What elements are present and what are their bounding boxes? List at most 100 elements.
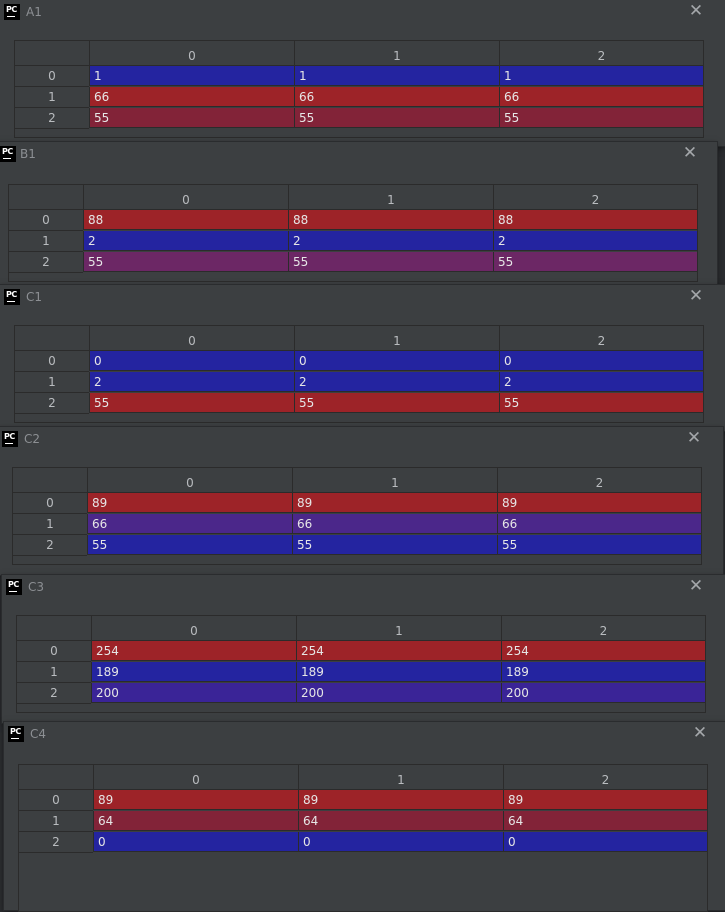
table-cell[interactable]: 89 — [298, 790, 503, 810]
column-header[interactable]: 1 — [294, 41, 499, 65]
table-cell[interactable]: 189 — [296, 662, 501, 682]
table-cell[interactable]: 55 — [294, 108, 499, 128]
row-index[interactable]: 0 — [13, 493, 87, 514]
row-index[interactable]: 1 — [17, 662, 91, 683]
table-cell[interactable]: 2 — [499, 372, 703, 392]
title-bar[interactable]: PC C2 ✕ — [0, 427, 723, 455]
table-cell[interactable]: 0 — [298, 832, 503, 852]
table-cell[interactable]: 0 — [499, 351, 703, 371]
table-cell[interactable]: 66 — [499, 87, 703, 107]
table-cell[interactable]: 88 — [288, 210, 493, 230]
title-bar[interactable]: PC C4 ✕ — [4, 722, 725, 750]
title-bar[interactable]: PC C1 ✕ — [0, 285, 725, 313]
row-index[interactable]: 1 — [13, 514, 87, 535]
table-cell[interactable]: 55 — [294, 393, 499, 413]
column-header[interactable]: 1 — [288, 185, 493, 209]
column-header[interactable]: 0 — [89, 326, 294, 350]
table-cell[interactable]: 88 — [83, 210, 288, 230]
column-header[interactable]: 1 — [292, 468, 497, 492]
close-icon[interactable]: ✕ — [688, 286, 704, 306]
column-header[interactable]: 2 — [501, 616, 705, 640]
table-cell[interactable]: 254 — [91, 641, 296, 661]
table-cell[interactable]: 1 — [89, 66, 294, 86]
table-cell[interactable]: 89 — [292, 493, 497, 513]
table-cell[interactable]: 55 — [83, 252, 288, 272]
table-cell[interactable]: 89 — [87, 493, 292, 513]
row-index[interactable]: 0 — [17, 641, 91, 662]
row-index[interactable]: 0 — [15, 66, 89, 87]
table-cell[interactable]: 55 — [493, 252, 697, 272]
column-header[interactable]: 1 — [296, 616, 501, 640]
column-header[interactable]: 1 — [294, 326, 499, 350]
title-bar[interactable]: PC B1 ✕ — [0, 142, 717, 170]
table-cell[interactable]: 66 — [497, 514, 701, 534]
table-cell[interactable]: 0 — [503, 832, 707, 852]
table-cell[interactable]: 64 — [503, 811, 707, 831]
table-cell[interactable]: 200 — [501, 683, 705, 703]
table-cell[interactable]: 89 — [497, 493, 701, 513]
row-index[interactable]: 1 — [9, 231, 83, 252]
table-cell[interactable]: 66 — [89, 87, 294, 107]
table-cell[interactable]: 55 — [292, 535, 497, 555]
table-cell[interactable]: 55 — [499, 393, 703, 413]
table-cell[interactable]: 55 — [288, 252, 493, 272]
table-cell[interactable]: 89 — [93, 790, 298, 810]
column-header[interactable]: 0 — [91, 616, 296, 640]
column-header[interactable]: 0 — [89, 41, 294, 65]
table-cell[interactable]: 200 — [91, 683, 296, 703]
table-cell[interactable]: 2 — [288, 231, 493, 251]
table-cell[interactable]: 88 — [493, 210, 697, 230]
table-cell[interactable]: 66 — [294, 87, 499, 107]
table-cell[interactable]: 2 — [83, 231, 288, 251]
row-index[interactable]: 0 — [9, 210, 83, 231]
table-cell[interactable]: 0 — [93, 832, 298, 852]
table-cell[interactable]: 2 — [294, 372, 499, 392]
table-cell[interactable]: 189 — [501, 662, 705, 682]
row-index[interactable]: 0 — [15, 351, 89, 372]
table-cell[interactable]: 2 — [493, 231, 697, 251]
table-cell[interactable]: 64 — [298, 811, 503, 831]
table-cell[interactable]: 66 — [87, 514, 292, 534]
column-header[interactable]: 2 — [499, 326, 703, 350]
row-index[interactable]: 2 — [9, 252, 83, 273]
table-cell[interactable]: 1 — [294, 66, 499, 86]
column-header[interactable]: 1 — [298, 765, 503, 789]
table-cell[interactable]: 189 — [91, 662, 296, 682]
table-cell[interactable]: 66 — [292, 514, 497, 534]
row-index[interactable]: 1 — [15, 372, 89, 393]
row-index[interactable]: 0 — [19, 790, 93, 811]
table-cell[interactable]: 55 — [89, 108, 294, 128]
row-index[interactable]: 1 — [15, 87, 89, 108]
column-header[interactable]: 2 — [493, 185, 697, 209]
table-cell[interactable]: 254 — [501, 641, 705, 661]
table-cell[interactable]: 200 — [296, 683, 501, 703]
table-cell[interactable]: 1 — [499, 66, 703, 86]
table-cell[interactable]: 64 — [93, 811, 298, 831]
row-index[interactable]: 1 — [19, 811, 93, 832]
table-cell[interactable]: 55 — [89, 393, 294, 413]
row-index[interactable]: 2 — [19, 832, 93, 853]
row-index[interactable]: 2 — [15, 108, 89, 129]
table-cell[interactable]: 254 — [296, 641, 501, 661]
column-header[interactable]: 0 — [87, 468, 292, 492]
row-index[interactable]: 2 — [15, 393, 89, 414]
table-cell[interactable]: 2 — [89, 372, 294, 392]
close-icon[interactable]: ✕ — [688, 1, 704, 21]
column-header[interactable]: 2 — [497, 468, 701, 492]
table-cell[interactable]: 55 — [499, 108, 703, 128]
table-cell[interactable]: 0 — [294, 351, 499, 371]
close-icon[interactable]: ✕ — [682, 143, 698, 163]
column-header[interactable]: 0 — [93, 765, 298, 789]
title-bar[interactable]: PC A1 ✕ — [0, 0, 725, 28]
table-cell[interactable]: 0 — [89, 351, 294, 371]
column-header[interactable]: 2 — [499, 41, 703, 65]
row-index[interactable]: 2 — [17, 683, 91, 704]
column-header[interactable]: 0 — [83, 185, 288, 209]
close-icon[interactable]: ✕ — [688, 576, 704, 596]
table-cell[interactable]: 55 — [87, 535, 292, 555]
close-icon[interactable]: ✕ — [692, 723, 708, 743]
table-cell[interactable]: 89 — [503, 790, 707, 810]
table-cell[interactable]: 55 — [497, 535, 701, 555]
title-bar[interactable]: PC C3 ✕ — [2, 575, 725, 603]
column-header[interactable]: 2 — [503, 765, 707, 789]
